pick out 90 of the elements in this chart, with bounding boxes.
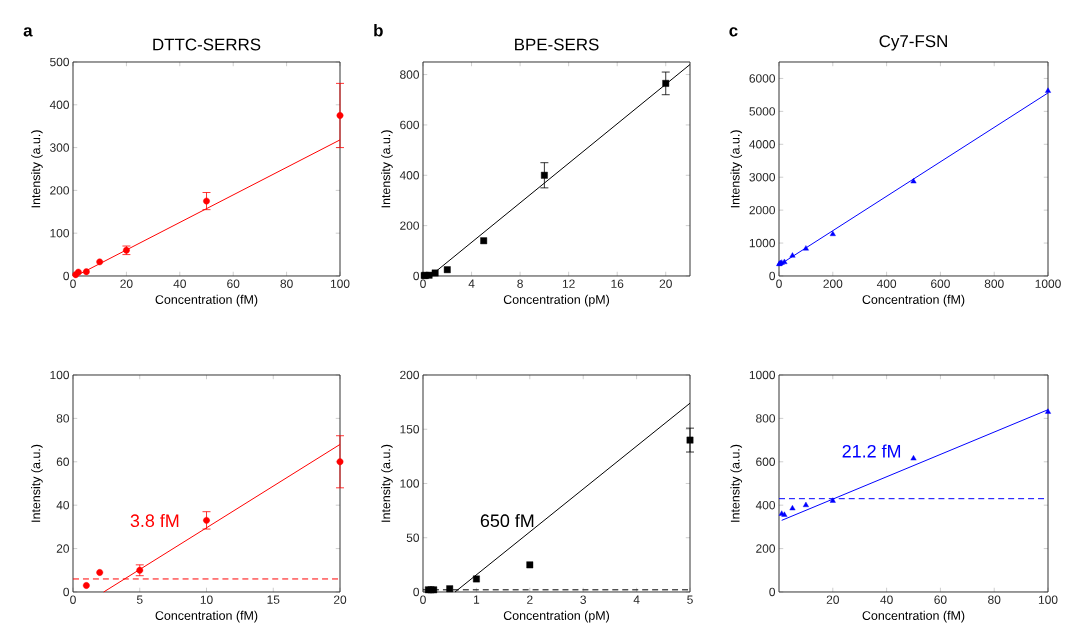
x-tick-label: 40 — [173, 279, 186, 288]
annotation: 3.8 fM — [130, 513, 179, 528]
y-tick-label: 5000 — [749, 107, 776, 116]
y-tick-label: 4000 — [749, 140, 776, 149]
x-tick-label: 5 — [136, 595, 143, 604]
x-tick-label: 80 — [988, 595, 1001, 604]
x-axis-title: Concentration (fM) — [862, 294, 965, 307]
text: a — [23, 27, 33, 37]
y-tick-label: 40 — [56, 500, 70, 510]
x-tick-label: 100 — [330, 279, 350, 288]
x-tick-label: 0 — [70, 279, 76, 288]
text: c — [729, 27, 738, 37]
y-tick-label: 100 — [50, 370, 70, 380]
x-tick-label: 4 — [468, 279, 475, 288]
x-tick-label: 15 — [267, 595, 280, 604]
x-tick-label: 40 — [880, 595, 893, 604]
x-tick-label: 100 — [1038, 595, 1058, 604]
y-tick-label: 0 — [413, 587, 420, 597]
x-tick-label: 3 — [580, 595, 587, 604]
y-tick-label: 600 — [756, 457, 776, 467]
y-tick-label: 3000 — [749, 172, 776, 182]
y-tick-label: 200 — [756, 544, 776, 553]
y-tick-label: 0 — [63, 587, 70, 597]
y-tick-label: 0 — [63, 271, 70, 281]
x-tick-label: 60 — [934, 595, 947, 604]
x-tick-label: 80 — [280, 279, 293, 288]
x-tick-label: 0 — [420, 279, 426, 288]
x-tick-label: 10 — [200, 595, 213, 604]
y-tick-label: 20 — [56, 544, 70, 553]
x-tick-label: 12 — [562, 279, 575, 288]
x-tick-label: 4 — [633, 595, 640, 604]
y-axis-title: Intensity (a.u.) — [730, 130, 743, 208]
x-tick-label: 20 — [120, 279, 133, 288]
x-tick-label: 0 — [70, 595, 76, 604]
y-tick-label: 200 — [400, 370, 420, 380]
y-tick-label: 100 — [400, 479, 420, 488]
y-tick-label: 50 — [406, 533, 420, 542]
text: b — [374, 24, 383, 37]
x-axis-title: Concentration (fM) — [155, 294, 258, 307]
annotation: 21.2 fM — [842, 444, 901, 458]
y-tick-label: 300 — [50, 143, 70, 152]
x-tick-label: 16 — [611, 279, 624, 288]
y-tick-label: 600 — [400, 120, 420, 130]
chart-title: BPE-SERS — [515, 38, 599, 51]
x-tick-label: 1000 — [1035, 279, 1061, 288]
y-axis-title: Intensity (a.u.) — [31, 130, 43, 208]
x-tick-label: 2 — [527, 595, 533, 604]
y-tick-label: 400 — [399, 171, 420, 180]
x-tick-label: 1 — [473, 595, 480, 604]
y-tick-label: 100 — [50, 228, 70, 238]
x-tick-label: 0 — [776, 279, 782, 288]
x-tick-label: 800 — [984, 279, 1004, 288]
chart-title: DTTC-SERRS — [153, 38, 261, 51]
y-axis-title: Intensity (a.u.) — [381, 444, 393, 522]
x-axis-title: Concentration (pM) — [503, 610, 610, 623]
x-tick-label: 0 — [420, 595, 426, 604]
annotation: 650 fM — [480, 513, 534, 528]
y-tick-label: 80 — [56, 414, 70, 423]
y-axis-title: Intensity (a.u.) — [381, 130, 393, 208]
x-tick-label: 600 — [931, 279, 950, 288]
x-axis-title: Concentration (fM) — [862, 610, 965, 623]
x-axis-title: Concentration (fM) — [155, 610, 258, 623]
y-axis-title: Intensity (a.u.) — [730, 444, 743, 522]
y-tick-label: 0 — [769, 587, 776, 597]
y-tick-label: 1000 — [749, 370, 776, 380]
y-tick-label: 2000 — [749, 205, 776, 215]
y-tick-label: 400 — [755, 500, 776, 510]
x-tick-label: 20 — [659, 279, 672, 288]
x-tick-label: 20 — [826, 595, 839, 604]
y-tick-label: 800 — [756, 414, 776, 423]
chart-title: Cy7-FSN — [879, 35, 947, 51]
y-tick-label: 800 — [400, 70, 420, 79]
x-tick-label: 8 — [517, 279, 523, 288]
y-tick-label: 200 — [50, 186, 70, 195]
y-tick-label: 60 — [56, 457, 70, 467]
x-tick-label: 60 — [227, 279, 240, 288]
y-tick-label: 0 — [413, 271, 420, 281]
y-tick-label: 150 — [400, 425, 420, 434]
y-tick-label: 6000 — [749, 74, 776, 83]
x-tick-label: 20 — [333, 595, 347, 604]
x-tick-label: 200 — [823, 279, 843, 288]
y-axis-title: Intensity (a.u.) — [31, 444, 43, 522]
x-axis-title: Concentration (pM) — [503, 294, 610, 307]
x-tick-label: 400 — [876, 279, 897, 288]
y-tick-label: 400 — [49, 100, 70, 110]
y-tick-label: 1000 — [749, 238, 776, 248]
y-tick-label: 200 — [400, 221, 420, 230]
x-tick-label: 5 — [687, 595, 693, 604]
y-tick-label: 0 — [769, 271, 776, 281]
y-tick-label: 500 — [50, 57, 70, 67]
